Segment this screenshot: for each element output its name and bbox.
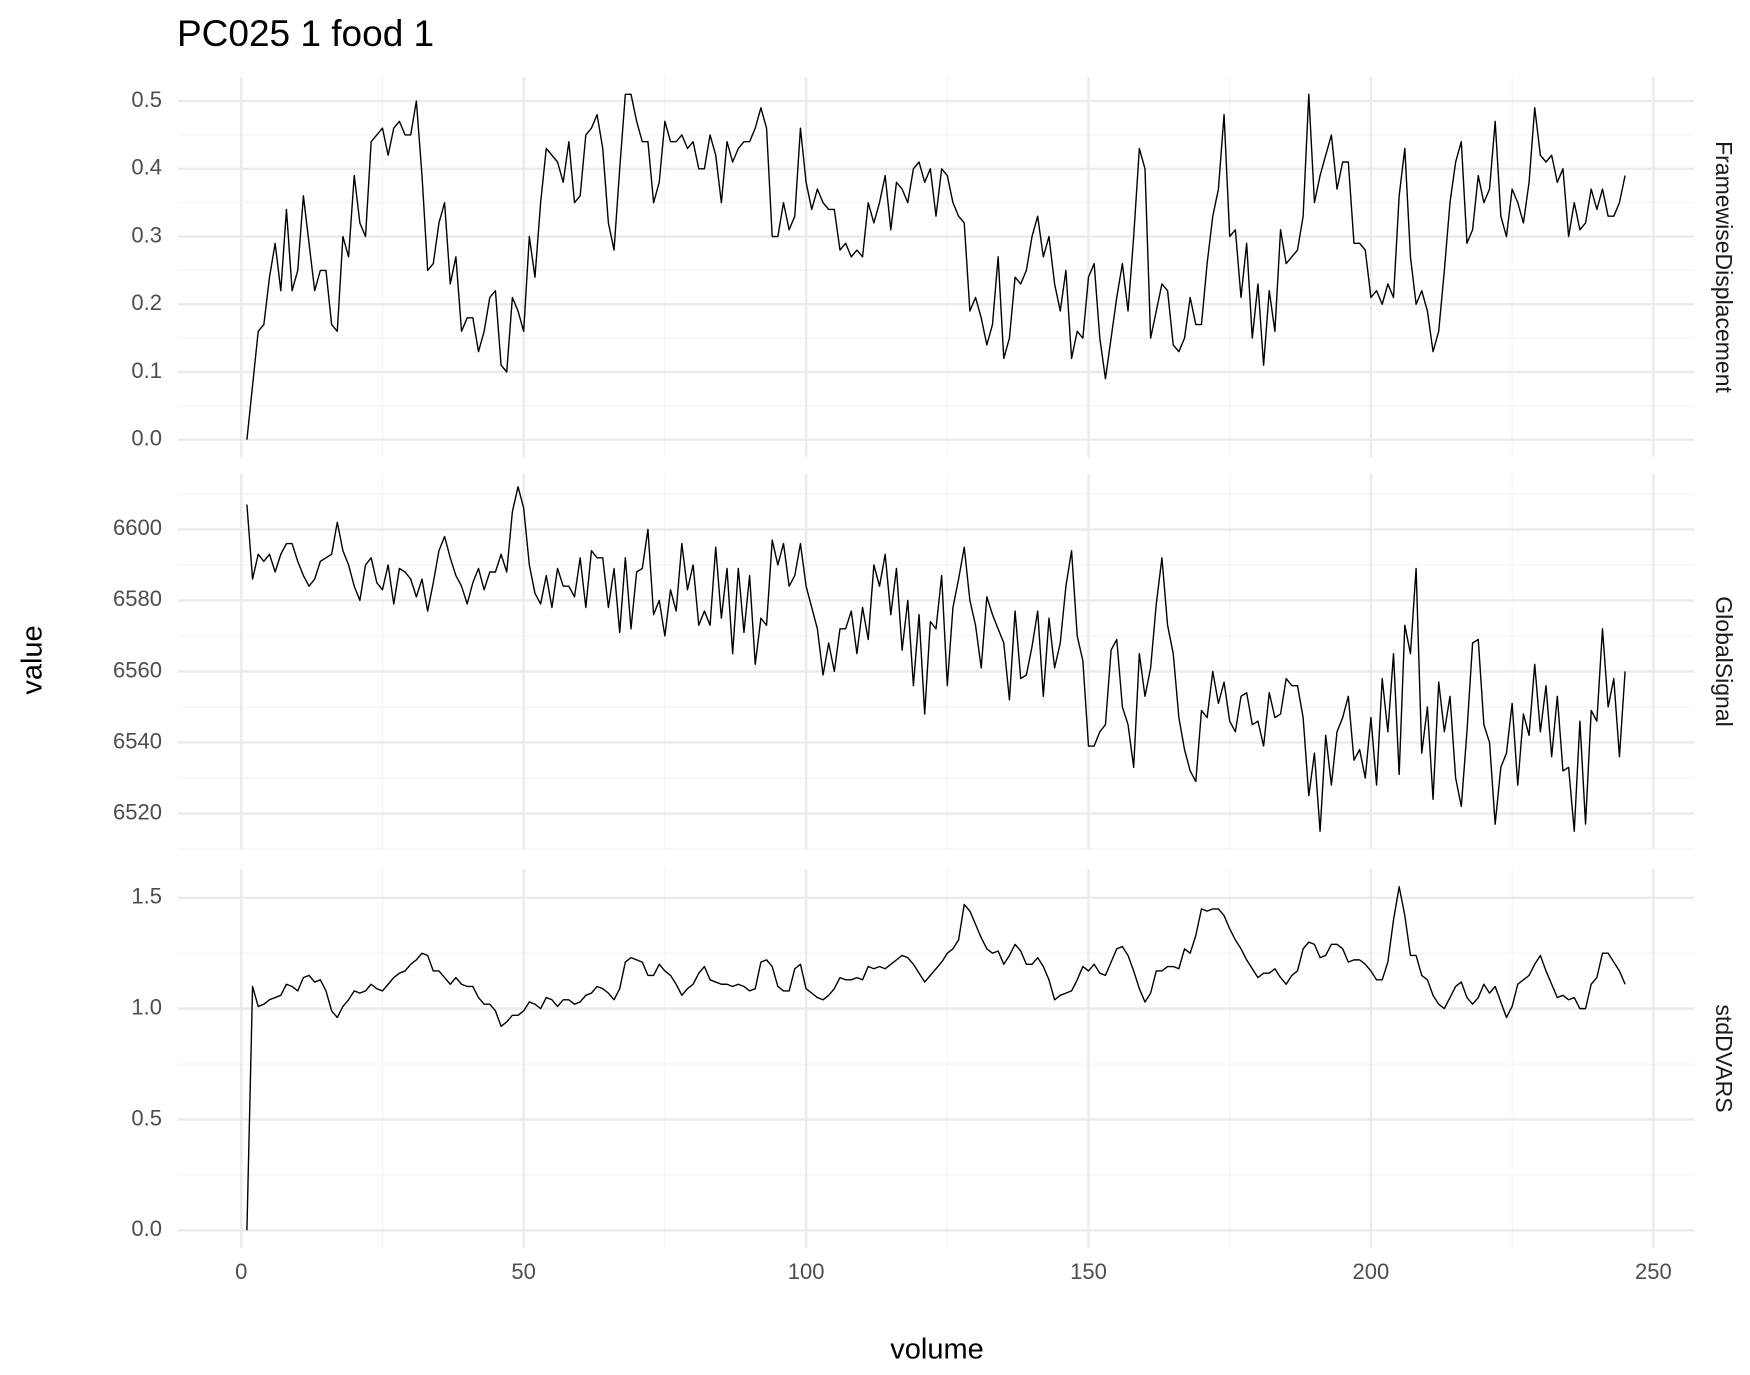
y-tick-label: 6580 [113,586,162,611]
facet-label: GlobalSignal [1711,596,1737,726]
x-tick-label: 50 [511,1259,535,1284]
y-axis-label: value [17,625,49,694]
x-tick-label: 150 [1070,1259,1107,1284]
y-tick-label: 6540 [113,728,162,753]
y-tick-label: 0.0 [131,1216,162,1241]
data-line [246,93,1626,440]
facet-label: stdDVARS [1711,1004,1737,1112]
y-tick-label: 0.5 [131,1105,162,1130]
y-tick-label: 1.0 [131,994,162,1019]
y-tick-label: 0.4 [131,155,162,180]
y-tick-label: 0.3 [131,222,162,247]
y-tick-label: 6560 [113,657,162,682]
x-tick-label: 200 [1353,1259,1390,1284]
y-tick-label: 0.0 [131,426,162,451]
x-tick-label: 0 [235,1259,247,1284]
y-tick-label: 1.5 [131,884,162,909]
chart-title: PC025 1 food 1 [177,13,434,54]
y-tick-label: 6600 [113,515,162,540]
facet-label: FramewiseDisplacement [1711,141,1737,393]
data-line [246,886,1626,1231]
x-tick-label: 100 [788,1259,825,1284]
y-tick-label: 0.5 [131,87,162,112]
y-tick-label: 6520 [113,799,162,824]
data-line [246,486,1626,832]
y-tick-label: 0.2 [131,290,162,315]
y-tick-label: 0.1 [131,358,162,383]
x-axis-label: volume [890,1334,984,1366]
x-tick-label: 250 [1635,1259,1672,1284]
